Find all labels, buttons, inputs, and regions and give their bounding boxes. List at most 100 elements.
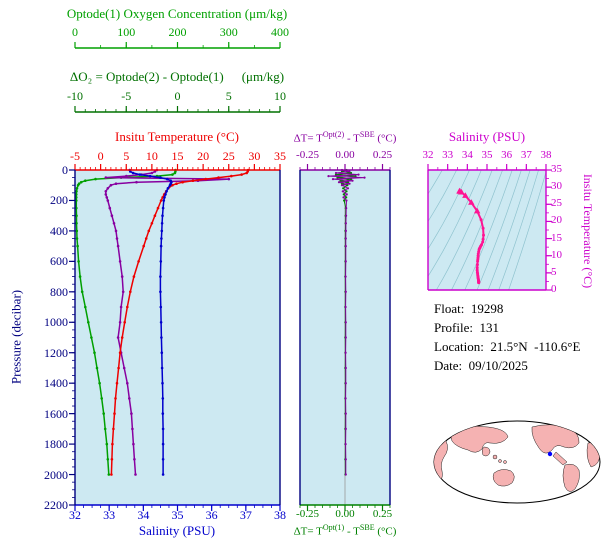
tick-label: 0.25 bbox=[372, 508, 393, 520]
float-location-marker bbox=[547, 451, 553, 457]
map-land-india bbox=[481, 446, 491, 457]
tick-label: 32 bbox=[69, 508, 81, 522]
tick-label: 0 bbox=[97, 149, 104, 163]
map-land-greenland bbox=[570, 422, 582, 431]
tick-label: 0.00 bbox=[335, 149, 355, 161]
map-land-central-america bbox=[552, 451, 568, 466]
tick-label: 30 bbox=[248, 149, 261, 163]
delta-t2-axis-title: ΔT= TOpt(2) - TSBE (°C) bbox=[293, 130, 397, 145]
tick-label: 34 bbox=[461, 149, 473, 161]
tick-label: 34 bbox=[137, 508, 150, 522]
profile-line: Profile: 131 bbox=[434, 320, 580, 336]
tick-label: 35 bbox=[481, 149, 493, 161]
density-contours bbox=[428, 170, 546, 290]
map-land-eurasia bbox=[449, 426, 509, 453]
tick-label: 38 bbox=[274, 508, 286, 522]
float-info-block: Float: 19298 Profile: 131 Location: 21.5… bbox=[434, 301, 580, 377]
tick-label: 200 bbox=[168, 25, 187, 39]
tick-label: 0.25 bbox=[372, 149, 393, 161]
tick-label: 33 bbox=[442, 149, 454, 161]
date-label: Date: bbox=[434, 358, 463, 373]
tick-label: 37 bbox=[520, 149, 532, 161]
tick-label: -0.25 bbox=[296, 149, 319, 161]
tick-label: 33 bbox=[103, 508, 116, 522]
tick-label: 0.00 bbox=[335, 508, 355, 520]
map-land-indonesia-2 bbox=[498, 459, 502, 463]
tick-label: 36 bbox=[205, 508, 218, 522]
tick-label: 36 bbox=[501, 149, 513, 161]
tick-label: 30 bbox=[551, 180, 562, 193]
tick-label: 20 bbox=[197, 149, 210, 163]
tick-label: 100 bbox=[117, 25, 136, 39]
tick-label: 2200 bbox=[44, 498, 68, 512]
tick-label: 0 bbox=[551, 283, 557, 295]
tick-label: -0.25 bbox=[296, 508, 319, 520]
tick-label: 37 bbox=[239, 508, 252, 522]
tick-label: 5 bbox=[551, 265, 557, 278]
tick-label: 25 bbox=[551, 197, 562, 210]
float-label: Float: bbox=[434, 301, 465, 316]
tick-label: 1000 bbox=[44, 315, 68, 330]
map-land-indonesia bbox=[492, 454, 498, 460]
tick-label: 32 bbox=[422, 149, 434, 161]
date-line: Date: 09/10/2025 bbox=[434, 358, 580, 374]
ts-salinity-axis-title: Salinity (PSU) bbox=[448, 129, 526, 144]
tick-label: 20 bbox=[551, 214, 562, 227]
temperature-profile-curve bbox=[110, 168, 250, 476]
tick-label: 2000 bbox=[44, 467, 68, 482]
tick-label: 1800 bbox=[44, 437, 68, 452]
tick-label: 0 bbox=[72, 25, 78, 39]
tick-label: -5 bbox=[70, 149, 80, 163]
salinity-axis-title: Salinity (PSU) bbox=[138, 523, 216, 538]
tick-label: 800 bbox=[50, 284, 68, 299]
float-id-line: Float: 19298 bbox=[434, 301, 580, 317]
salinity-profile-curve bbox=[128, 168, 173, 476]
delta-o2-axis-unit: (μm/kg) bbox=[241, 69, 285, 84]
tick-label: 10 bbox=[145, 149, 158, 163]
ts-curve bbox=[456, 187, 485, 285]
tick-label: 200 bbox=[50, 193, 68, 208]
tick-label: 1400 bbox=[44, 376, 68, 391]
tick-label: 10 bbox=[274, 89, 286, 103]
tick-label: 25 bbox=[222, 149, 235, 163]
oxygen-profile-curve bbox=[75, 168, 177, 476]
tick-label: -10 bbox=[67, 89, 83, 103]
tick-label: -5 bbox=[121, 89, 132, 103]
profile-value: 131 bbox=[479, 320, 500, 335]
delta-t1-axis-title: ΔT= TOpt(1) - TSBE (°C) bbox=[293, 523, 397, 538]
float-value: 19298 bbox=[470, 301, 504, 316]
delta_o2-profile-curve bbox=[104, 168, 231, 476]
location-value: 21.5°N -110.6°E bbox=[490, 339, 581, 354]
profile-label: Profile: bbox=[434, 320, 473, 335]
tick-label: 10 bbox=[551, 248, 562, 261]
delta_t_opt2-curve bbox=[327, 168, 366, 476]
tick-label: 300 bbox=[219, 25, 238, 39]
delta-o2-axis-title: ΔO₂ = Optode(2) - Optode(1) (μm/kg) bbox=[70, 70, 284, 83]
temperature-axis-title: Insitu Temperature (°C) bbox=[115, 129, 239, 144]
oxygen-axis-title: Optode(1) Oxygen Concentration (μm/kg) bbox=[66, 6, 288, 21]
tick-label: 1200 bbox=[44, 345, 68, 360]
tick-label: 35 bbox=[171, 508, 184, 522]
tick-label: 38 bbox=[540, 149, 552, 161]
location-line: Location: 21.5°N -110.6°E bbox=[434, 339, 580, 355]
location-label: Location: bbox=[434, 339, 484, 354]
tick-label: 0 bbox=[62, 163, 68, 177]
tick-label: 15 bbox=[171, 149, 184, 163]
map-land-south-america bbox=[562, 463, 580, 492]
tick-label: 15 bbox=[551, 231, 562, 244]
world-map bbox=[433, 420, 601, 504]
date-value: 09/10/2025 bbox=[468, 358, 528, 373]
tick-label: 35 bbox=[551, 163, 562, 175]
map-land-indonesia-3 bbox=[503, 460, 507, 464]
tick-label: 600 bbox=[50, 254, 68, 269]
tick-label: 5 bbox=[225, 89, 232, 103]
map-land-australia bbox=[492, 469, 515, 487]
tick-label: 1600 bbox=[44, 406, 68, 421]
tick-label: 35 bbox=[274, 149, 286, 163]
delta-o2-axis-title-text: ΔO₂ = Optode(2) - Optode(1) bbox=[69, 69, 224, 84]
tick-label: 400 bbox=[50, 223, 68, 238]
tick-label: 400 bbox=[271, 25, 289, 39]
tick-label: 0 bbox=[174, 89, 181, 103]
